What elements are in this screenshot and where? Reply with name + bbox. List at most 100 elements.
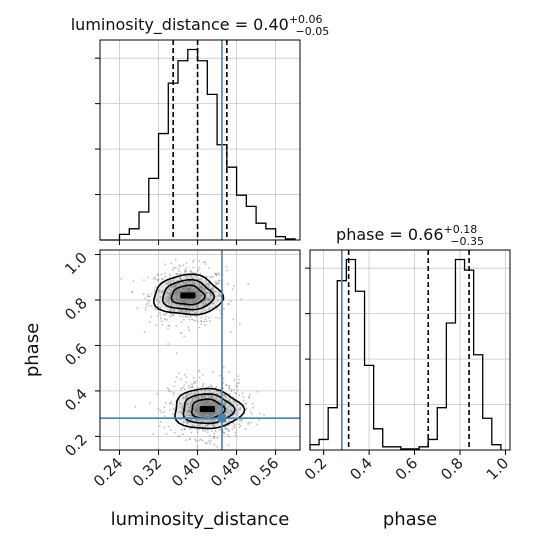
sample-point [247,421,250,424]
sample-point [186,316,189,318]
2d-frame [99,249,301,451]
sample-point [197,397,200,399]
sample-point [250,421,252,424]
sample-point [175,273,177,275]
sample-point [147,294,149,296]
sample-point [191,282,194,285]
density-core-0 [180,292,196,299]
sample-point [163,406,166,409]
sample-point [154,308,157,311]
sample-point [216,437,219,440]
sample-point [180,412,183,414]
sample-point [214,420,217,422]
sample-point [195,291,198,293]
sample-point [209,294,212,297]
sample-point [187,326,190,328]
sample-point [218,374,221,377]
sample-point [210,385,213,388]
lumdist-hist-histogram-step [100,48,296,241]
sample-point [210,276,213,278]
sample-point [236,389,239,391]
sample-point [206,297,208,299]
sample-point [198,295,201,298]
sample-point [207,440,210,442]
sample-point [219,411,222,414]
sample-point [215,385,218,388]
sample-point [204,429,207,432]
sample-point [166,295,169,298]
lumdist-hist-title-lower: −0.05 [296,25,330,38]
sample-point [166,387,169,389]
sample-point [159,421,162,424]
sample-point [214,398,217,401]
sample-point [180,403,183,405]
sample-point [193,319,195,322]
sample-point [147,302,150,304]
sample-point [159,409,162,411]
phase-hist-title-upper: +0.18 [444,223,478,236]
sample-point [231,288,234,290]
sample-point [193,287,196,290]
sample-point [184,271,187,274]
sample-point [171,403,174,406]
sample-point [216,445,218,448]
sample-point [247,283,250,285]
sample-point [251,413,254,415]
sample-point [213,432,215,435]
sample-point [161,290,164,292]
sample-point [231,428,234,430]
sample-point [194,311,197,314]
sample-point [239,424,242,427]
sample-point [240,405,242,408]
sample-point [200,323,203,326]
sample-point [196,296,199,299]
sample-point [190,271,193,273]
sample-point [184,286,187,289]
sample-point [241,392,244,395]
sample-point [154,278,157,280]
sample-point [193,274,196,277]
sample-point [212,302,215,305]
sample-point [200,415,203,418]
sample-point [167,343,170,345]
sample-point [144,308,147,311]
lumdist-hist-title: luminosity_distance = 0.40+0.06 −0.05 [71,13,330,38]
sample-point [213,272,216,275]
sample-point [197,290,199,293]
sample-point [192,281,195,283]
sample-point [217,294,220,297]
sample-point [210,394,212,397]
sample-point [191,424,194,426]
sample-point [204,415,206,418]
sample-point [232,318,235,321]
sample-point [242,399,245,402]
sample-point [172,394,175,396]
sample-point [184,309,187,312]
sample-point [187,393,190,396]
sample-point [144,297,146,300]
sample-point [165,297,168,299]
sample-point [237,408,240,411]
sample-point [157,407,160,410]
sample-point [218,309,221,312]
sample-point [181,332,183,334]
sample-point [187,301,190,303]
sample-point [223,402,226,405]
sample-point [211,414,214,417]
sample-point [183,421,185,424]
sample-point [248,396,251,398]
sample-point [170,400,173,403]
sample-point [223,432,225,435]
sample-point [172,269,174,271]
sample-point [198,424,201,426]
sample-point [192,266,194,269]
sample-point [201,420,203,423]
sample-point [263,414,265,416]
sample-point [238,378,241,381]
sample-point [218,428,221,431]
sample-point [205,263,207,265]
sample-point [167,292,170,295]
sample-point [180,300,183,303]
sample-point [229,401,232,404]
sample-point [196,445,199,448]
